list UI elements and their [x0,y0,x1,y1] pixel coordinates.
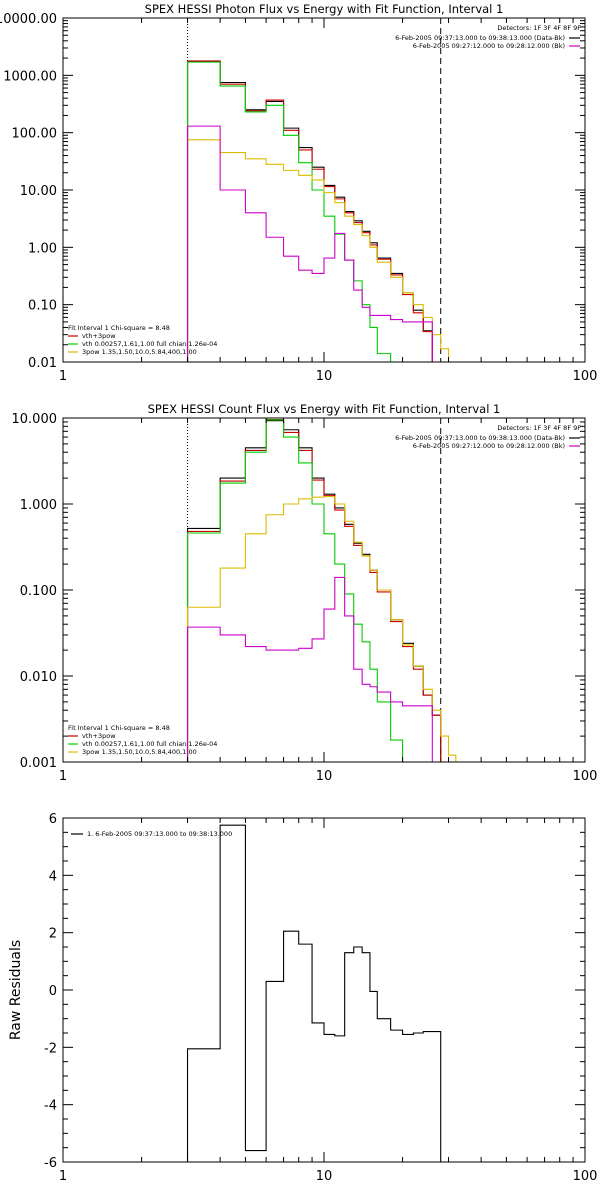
plot-frame [62,817,586,1163]
chart-title: SPEX HESSI Count Flux vs Energy with Fit… [148,402,501,416]
series-data [186,420,442,762]
x-tick-label: 100 [573,1169,598,1184]
series-fit [186,60,433,362]
y-tick-label: 10000.00 [0,12,57,27]
legend-right-entry: 6-Feb-2005 09:27:12.000 to 09:28:12.000 … [413,442,565,450]
y-tick-label: 0.10 [28,299,57,314]
y-tick-label: -6 [44,1156,57,1171]
y-tick-label: 100.00 [12,127,58,142]
x-tick-label: 1 [59,769,67,784]
series-bk [186,125,433,362]
x-tick-label: 100 [573,369,598,384]
legend-left-entry: 3pow 1.35,1.50,10.0,5.84,400,1.00 [82,348,197,356]
series-vth [186,419,404,762]
series-fit [186,418,442,762]
fit-info: Fit Interval 1 Chi-square = 8.48 [68,324,170,332]
series-residuals [186,824,442,1162]
series-group [186,418,457,762]
y-tick-label: 0.010 [20,670,57,685]
legend-right-entry: 6-Feb-2005 09:27:12.000 to 09:28:12.000 … [413,42,565,50]
chart-2: SPEX HESSI Count Flux vs Energy with Fit… [12,402,598,784]
plot-frame [62,417,586,763]
y-tick-label: 0.001 [20,756,57,771]
legend-right-entry: 6-Feb-2005 09:37:13.000 to 09:38:13.000 … [395,434,565,442]
y-tick-label: 6 [49,812,57,827]
legend-left-entry: vth 0.00257,1.61,1.00 full chian 1.26e-0… [82,740,217,748]
legend-right-entry: 6-Feb-2005 09:37:13.000 to 09:38:13.000 … [395,34,565,42]
chart-title: SPEX HESSI Photon Flux vs Energy with Fi… [145,2,504,16]
x-tick-label: 10 [316,1169,333,1184]
legend-left-entry: 1. 6-Feb-2005 09:37:13.000 to 09:38:13.0… [87,830,232,838]
detectors-info: Detectors: 1F 3F 4F 8F 9F [497,424,581,432]
x-tick-label: 100 [573,769,598,784]
series-vth [186,61,392,362]
x-tick-label: 10 [316,769,333,784]
y-tick-label: 1.00 [28,241,57,256]
y-tick-label: 4 [49,869,57,884]
chart-3: Raw Residuals 1 10 100 -6 -4 -2 0 2 4 6 1. 6-Feb-20… [8,812,597,1184]
series-group [186,824,442,1162]
y-tick-label: 10.00 [20,184,57,199]
series-bk [186,576,433,762]
series-3pow [186,496,457,762]
chart-1: SPEX HESSI Photon Flux vs Energy with Fi… [0,2,598,384]
y-tick-label: -2 [44,1041,57,1056]
y-tick-label: 1.000 [20,498,57,513]
x-tick-label: 1 [59,1169,67,1184]
legend-left-entry: vth+3pow [82,732,116,740]
fit-info: Fit Interval 1 Chi-square = 8.48 [68,724,170,732]
y-tick-label: 10.000 [12,412,58,427]
legend-left-entry: vth 0.00257,1.61,1.00 full chian 1.26e-0… [82,340,217,348]
series-data [186,60,433,362]
y-tick-label: 0.100 [20,584,57,599]
detectors-info: Detectors: 1F 3F 4F 8F 9F [497,24,581,32]
x-tick-label: 10 [316,369,333,384]
series-3pow [186,139,450,362]
legend-left-entry: 3pow 1.35,1.50,10.0,5.84,400,1.00 [82,748,197,756]
y-tick-label: -4 [44,1099,57,1114]
y-tick-label: 0 [49,984,57,999]
y-tick-label: 0.01 [28,356,57,371]
y-tick-label: 2 [49,927,57,942]
legend-left-entry: vth+3pow [82,332,116,340]
series-group [186,60,450,362]
y-tick-label: 1000.00 [3,69,57,84]
y-axis-label: Raw Residuals [8,940,24,1040]
x-tick-label: 1 [59,369,67,384]
